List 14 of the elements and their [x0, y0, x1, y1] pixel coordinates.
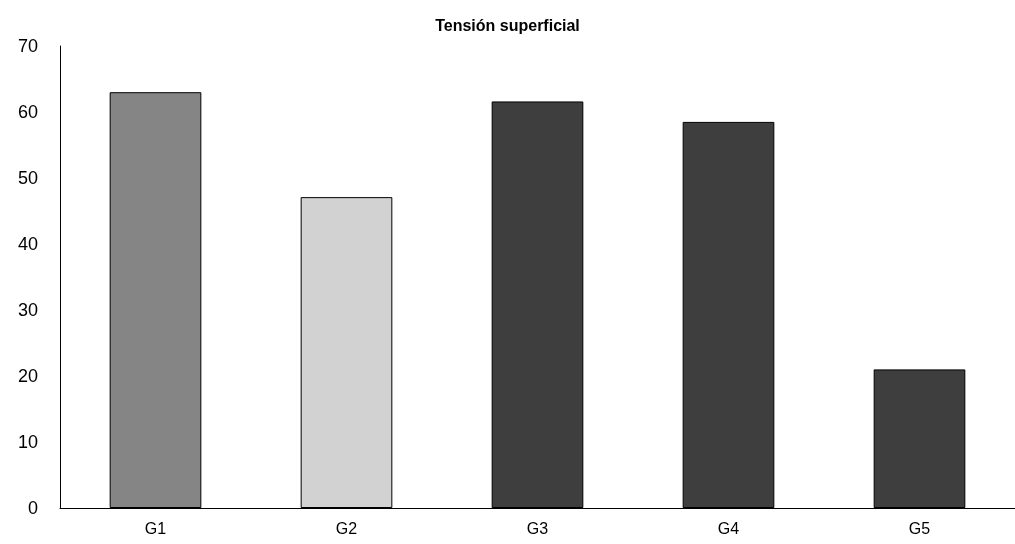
x-tick-label: G5	[908, 519, 931, 537]
y-tick-label: 10	[17, 432, 38, 452]
y-tick-label: 40	[17, 234, 38, 254]
y-tick-label: 20	[17, 366, 38, 386]
y-tick-label: 70	[17, 36, 38, 56]
y-tick-label: 0	[27, 498, 38, 518]
x-tick-label: G1	[144, 519, 167, 537]
y-tick-label: 50	[17, 168, 38, 188]
y-tick-label: 60	[17, 102, 38, 122]
y-tick-label: 30	[17, 300, 38, 320]
x-tick-label: G3	[526, 519, 549, 537]
x-tick-label: G2	[335, 519, 358, 537]
x-tick-label: G4	[717, 519, 740, 537]
chart-title: Tensión superficial	[435, 16, 580, 34]
